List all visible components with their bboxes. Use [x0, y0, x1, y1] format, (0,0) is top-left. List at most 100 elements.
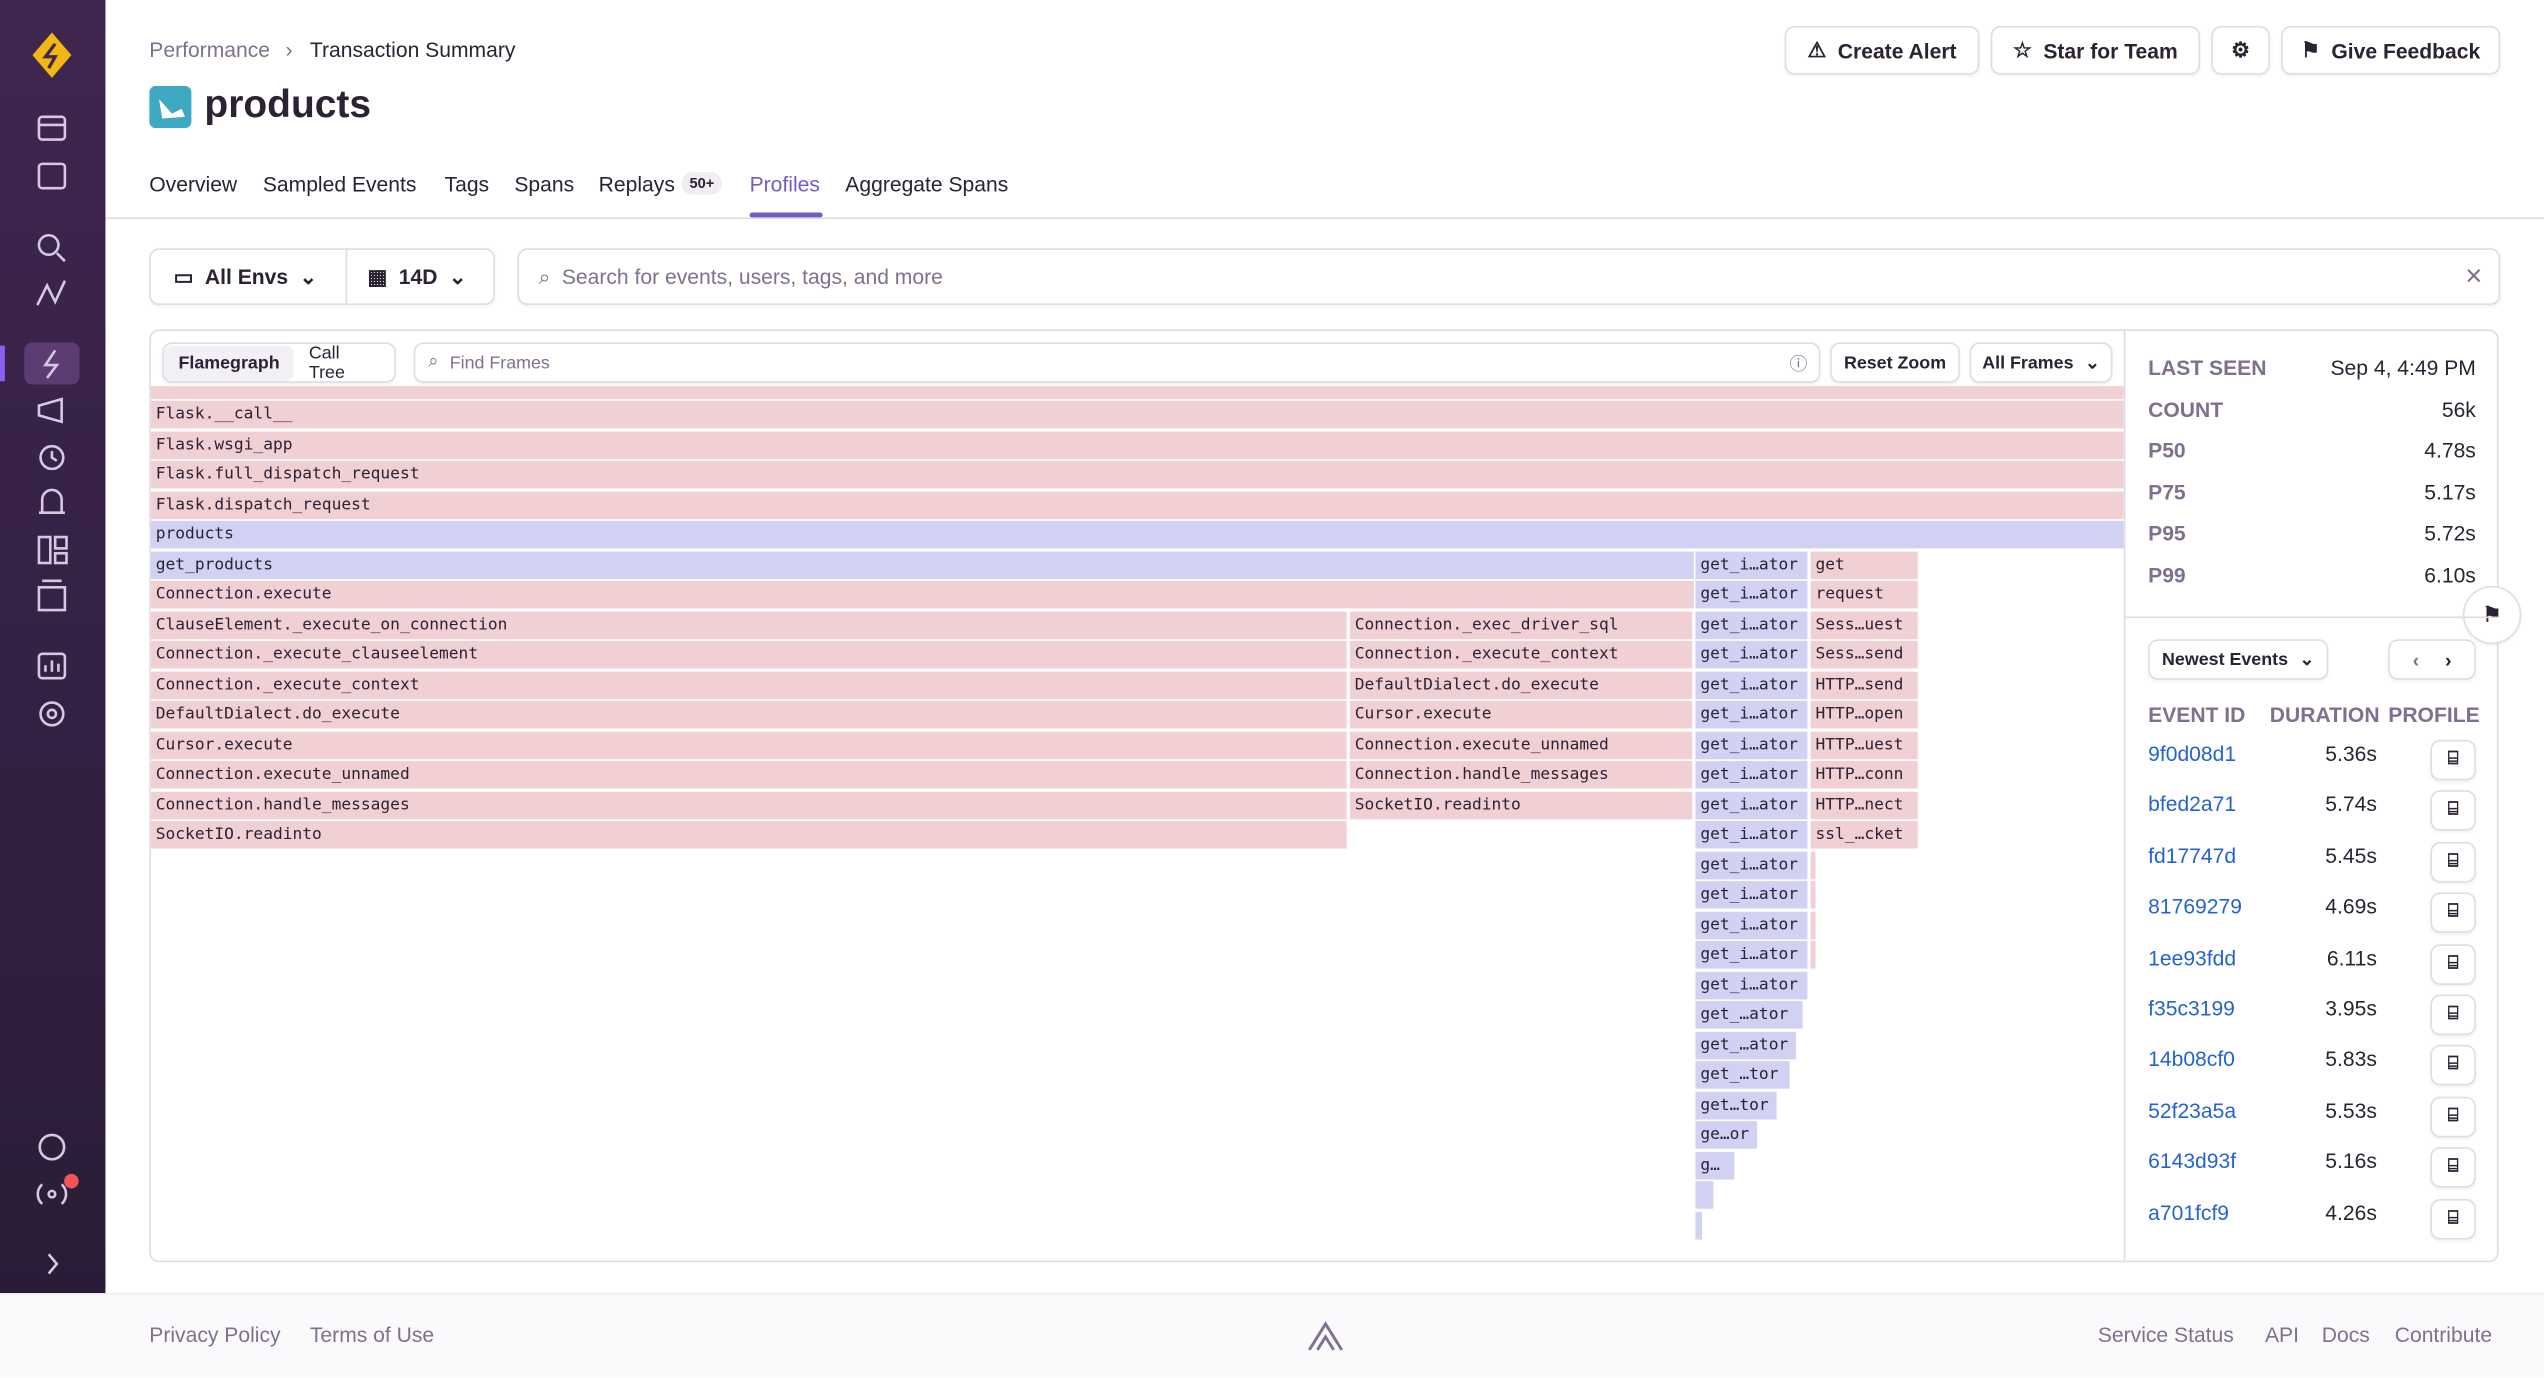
tab[interactable]: Spans: [514, 171, 575, 197]
frame[interactable]: [1810, 880, 1816, 909]
frame[interactable]: Connection.execute_unnamed: [150, 760, 1347, 789]
frame[interactable]: [1810, 850, 1816, 879]
frame[interactable]: ClauseElement._execute_on_connection: [150, 610, 1347, 639]
frame[interactable]: [1810, 911, 1816, 939]
frame[interactable]: Connection._execute_clauseelement: [150, 640, 1347, 669]
tab[interactable]: Replays: [598, 171, 675, 197]
frame[interactable]: g…: [1695, 1151, 1735, 1179]
frame[interactable]: [1695, 1211, 1702, 1239]
frame[interactable]: Connection._execute_context: [150, 670, 1347, 699]
breadcrumb-performance[interactable]: Performance: [149, 37, 271, 62]
profile-button[interactable]: ⌸: [2430, 943, 2476, 985]
frame[interactable]: DefaultDialect.do_execute: [1349, 670, 1693, 699]
frame[interactable]: HTTP…open: [1810, 700, 1918, 729]
profile-button[interactable]: ⌸: [2430, 1045, 2476, 1087]
event-id[interactable]: f35c3199: [2148, 996, 2235, 1021]
footer-link[interactable]: Contribute: [2394, 1322, 2493, 1347]
frame[interactable]: get_i…ator: [1695, 670, 1808, 699]
period-filter[interactable]: 14D: [398, 264, 438, 289]
frame[interactable]: get_products: [150, 550, 1694, 579]
star-button[interactable]: ☆ Star for Team: [1990, 25, 2201, 75]
settings-button[interactable]: ⚙: [2211, 25, 2270, 75]
event-id[interactable]: bfed2a71: [2148, 792, 2237, 817]
frame[interactable]: Connection.handle_messages: [1349, 760, 1693, 789]
frame[interactable]: Connection.execute: [150, 580, 1694, 609]
frame[interactable]: DefaultDialect.do_execute: [150, 700, 1347, 729]
frame[interactable]: Sess…uest: [1810, 610, 1918, 639]
frame[interactable]: Connection.handle_messages: [150, 790, 1347, 819]
event-id[interactable]: fd17747d: [2148, 843, 2237, 868]
frame[interactable]: get_i…ator: [1695, 760, 1808, 789]
footer-link[interactable]: API: [2264, 1322, 2299, 1347]
frame-filter[interactable]: All Frames ⌄: [1969, 342, 2113, 383]
frame[interactable]: products: [150, 520, 2124, 549]
event-id[interactable]: 52f23a5a: [2148, 1098, 2237, 1123]
frame[interactable]: get_i…ator: [1695, 730, 1808, 759]
profile-button[interactable]: ⌸: [2430, 841, 2476, 883]
tab[interactable]: Profiles: [749, 171, 820, 197]
profile-button[interactable]: ⌸: [2430, 1096, 2476, 1138]
frame[interactable]: get_i…ator: [1695, 610, 1808, 639]
frame[interactable]: Cursor.execute: [150, 730, 1347, 759]
footer-link[interactable]: Terms of Use: [309, 1322, 435, 1347]
calltree-tab[interactable]: Call Tree: [308, 343, 345, 383]
frame[interactable]: HTTP…uest: [1810, 730, 1918, 759]
frame[interactable]: get_i…ator: [1695, 550, 1808, 579]
footer-link[interactable]: Privacy Policy: [149, 1322, 281, 1347]
frame[interactable]: Sess…send: [1810, 640, 1918, 669]
event-id[interactable]: 14b08cf0: [2148, 1047, 2235, 1072]
search-bar[interactable]: ⌕ Search for events, users, tags, and mor…: [517, 248, 2501, 306]
frame[interactable]: get_i…ator: [1695, 941, 1808, 969]
event-id[interactable]: a701fcf9: [2148, 1199, 2230, 1225]
profile-button[interactable]: ⌸: [2430, 790, 2476, 832]
frame[interactable]: SocketIO.readinto: [1349, 790, 1693, 819]
sort-dropdown[interactable]: Newest Events ⌄: [2148, 639, 2329, 680]
frame[interactable]: get_…ator: [1695, 1001, 1803, 1029]
frame[interactable]: Connection.execute_unnamed: [1349, 730, 1693, 759]
frame[interactable]: Flask.dispatch_request: [150, 490, 2124, 519]
frame[interactable]: get…tor: [1695, 1091, 1777, 1119]
frame[interactable]: Connection._execute_context: [1349, 640, 1693, 669]
tab[interactable]: Tags: [444, 171, 490, 197]
frame[interactable]: [150, 386, 2124, 399]
flamegraph-tab[interactable]: Flamegraph: [163, 344, 295, 381]
env-filter[interactable]: All Envs: [204, 264, 289, 289]
frame[interactable]: get_i…ator: [1695, 580, 1808, 609]
frame[interactable]: Cursor.execute: [1349, 700, 1693, 729]
frame[interactable]: ssl_…cket: [1810, 820, 1918, 849]
find-frames[interactable]: ⌕ Find Frames ⓘ: [413, 342, 1821, 383]
profile-button[interactable]: ⌸: [2430, 892, 2476, 934]
event-id[interactable]: 9f0d08d1: [2148, 741, 2237, 766]
tab[interactable]: Aggregate Spans: [845, 171, 1009, 197]
event-id[interactable]: 81769279: [2148, 894, 2242, 919]
frame[interactable]: get_i…ator: [1695, 880, 1808, 909]
frame[interactable]: get_…tor: [1695, 1061, 1790, 1089]
profile-button[interactable]: ⌸: [2430, 1147, 2476, 1188]
frame[interactable]: get_i…ator: [1695, 911, 1808, 939]
event-id[interactable]: 1ee93fdd: [2148, 945, 2237, 970]
frame[interactable]: HTTP…nect: [1810, 790, 1918, 819]
pager[interactable]: ‹ ›: [2388, 639, 2476, 680]
frame[interactable]: SocketIO.readinto: [150, 820, 1347, 849]
feedback-fab[interactable]: ⚑: [2462, 585, 2522, 645]
frame[interactable]: [1810, 941, 1816, 969]
frame[interactable]: Connection._exec_driver_sql: [1349, 610, 1693, 639]
frame[interactable]: Flask.full_dispatch_request: [150, 460, 2124, 489]
frame[interactable]: get_i…ator: [1695, 700, 1808, 729]
create-alert-button[interactable]: ⚠ Create Alert: [1784, 25, 1980, 75]
flamegraph[interactable]: Flask.__call__ Flask.wsgi_app Flask.full_d…: [150, 386, 2124, 1261]
frame[interactable]: Flask.wsgi_app: [150, 430, 2124, 459]
frame[interactable]: [1695, 1181, 1714, 1209]
frame[interactable]: get_i…ator: [1695, 790, 1808, 819]
frame[interactable]: get_i…ator: [1695, 820, 1808, 849]
frame[interactable]: HTTP…send: [1810, 670, 1918, 699]
feedback-button[interactable]: ⚑ Give Feedback: [2281, 25, 2501, 75]
frame[interactable]: get_i…ator: [1695, 640, 1808, 669]
profile-button[interactable]: ⌸: [2430, 1198, 2476, 1239]
profile-button[interactable]: ⌸: [2430, 739, 2476, 781]
frame[interactable]: HTTP…conn: [1810, 760, 1918, 789]
frame[interactable]: get: [1810, 550, 1918, 579]
reset-zoom[interactable]: Reset Zoom: [1830, 342, 1960, 383]
footer-link[interactable]: Docs: [2321, 1322, 2370, 1347]
event-id[interactable]: 6143d93f: [2148, 1148, 2237, 1174]
